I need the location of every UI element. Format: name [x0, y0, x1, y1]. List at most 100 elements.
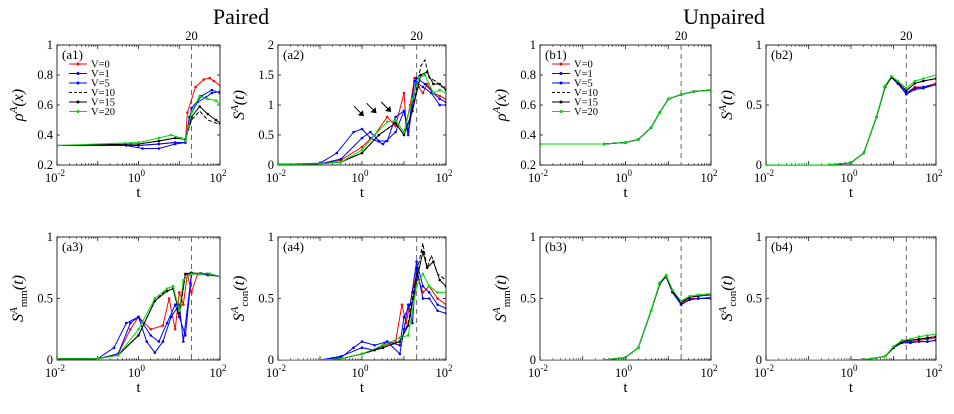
data-point [129, 327, 132, 331]
y-axis-label: SA(t) [717, 90, 736, 120]
data-point [398, 343, 402, 347]
x-tick-label: 102 [436, 168, 453, 185]
reference-line-label: 20 [410, 29, 423, 43]
y-tick-label: 0.2 [520, 158, 536, 172]
legend-label: V=10 [574, 88, 598, 99]
data-point [692, 90, 696, 93]
data-point [173, 142, 177, 146]
y-tick-label: 1 [268, 98, 274, 112]
data-point [444, 100, 446, 104]
data-point [339, 160, 343, 164]
y-tick-label: 0.5 [746, 292, 762, 306]
data-point [444, 303, 446, 306]
y-tick-label: 1 [47, 230, 53, 244]
data-point [402, 130, 406, 134]
data-point [671, 288, 674, 292]
data-point [157, 142, 161, 146]
series-line-v-20 [766, 333, 936, 360]
data-point [406, 133, 410, 137]
data-point [202, 78, 205, 81]
data-point [904, 86, 908, 90]
y-tick-label: 1 [268, 230, 274, 244]
data-point [198, 272, 201, 276]
data-point [679, 303, 683, 306]
legend-marker [76, 100, 80, 104]
data-point [602, 142, 606, 146]
data-point [194, 85, 197, 89]
data-point [157, 147, 161, 150]
reference-line-label: 20 [185, 29, 198, 43]
y-axis-label: SAmm(t) [491, 275, 513, 322]
data-point [96, 357, 100, 360]
legend-marker [76, 72, 80, 75]
data-point [381, 142, 385, 146]
data-point [666, 97, 670, 101]
data-point [921, 85, 925, 89]
data-point [394, 121, 397, 125]
data-point [427, 291, 431, 294]
data-point [335, 151, 339, 155]
data-point [218, 91, 220, 95]
y-tick-label: 0.4 [520, 128, 536, 142]
y-tick-label: 0.5 [258, 128, 274, 142]
y-tick-label: 0 [47, 353, 53, 367]
panel-b4: 0 0.5 1 10-2 100 102 t SAcon(t) (b4) [717, 230, 943, 396]
data-point [417, 76, 421, 80]
data-point [883, 84, 887, 88]
panel-label: (b1) [545, 47, 567, 62]
series-group [766, 73, 936, 165]
data-point [658, 281, 661, 284]
data-point [352, 130, 355, 134]
data-point [214, 118, 218, 122]
data-point [116, 353, 120, 357]
series-group [278, 243, 446, 360]
data-point [413, 76, 416, 80]
x-tick-label: 10-2 [754, 363, 774, 380]
data-point [415, 260, 418, 263]
data-point [278, 358, 280, 360]
y-tick-label: 0.5 [258, 292, 274, 306]
data-point [624, 356, 627, 359]
data-point [709, 292, 711, 295]
legend-label: V=15 [91, 98, 115, 109]
data-point [436, 303, 439, 306]
data-point [198, 94, 201, 98]
data-point [436, 297, 439, 300]
x-axis-label: t [849, 380, 854, 396]
data-point [153, 297, 157, 300]
data-point [415, 284, 418, 288]
series-line-v-20 [766, 74, 936, 165]
x-axis-label: t [849, 185, 854, 201]
data-point [909, 341, 912, 345]
data-point [177, 311, 181, 315]
data-point [153, 351, 157, 354]
legend-marker [559, 100, 563, 104]
legend-label: V=5 [91, 79, 110, 90]
legend-label: V=20 [91, 107, 115, 118]
data-point [402, 109, 406, 113]
x-tick-label: 100 [352, 168, 370, 185]
y-tick-label: 0.8 [520, 68, 536, 82]
panel-label: (a4) [283, 239, 304, 254]
data-point [398, 336, 402, 340]
data-point [696, 297, 700, 300]
data-point [679, 299, 683, 303]
data-point [165, 321, 169, 325]
x-axis-label: t [360, 380, 365, 396]
y-tick-label: 1 [47, 38, 53, 52]
data-point [444, 291, 446, 294]
y-axis-label: ρA(x) [8, 89, 27, 122]
x-tick-label: 102 [436, 363, 453, 380]
x-axis-label: t [623, 185, 628, 201]
x-tick-label: 100 [841, 168, 859, 185]
panel-label: (b3) [545, 239, 567, 254]
data-point [430, 91, 433, 95]
legend-marker [559, 81, 563, 85]
data-point [318, 162, 322, 165]
data-point [360, 346, 364, 350]
data-point [917, 340, 921, 343]
y-tick-label: 0.6 [520, 98, 536, 112]
data-point [415, 76, 418, 80]
data-point [398, 340, 402, 343]
data-point [766, 163, 768, 165]
